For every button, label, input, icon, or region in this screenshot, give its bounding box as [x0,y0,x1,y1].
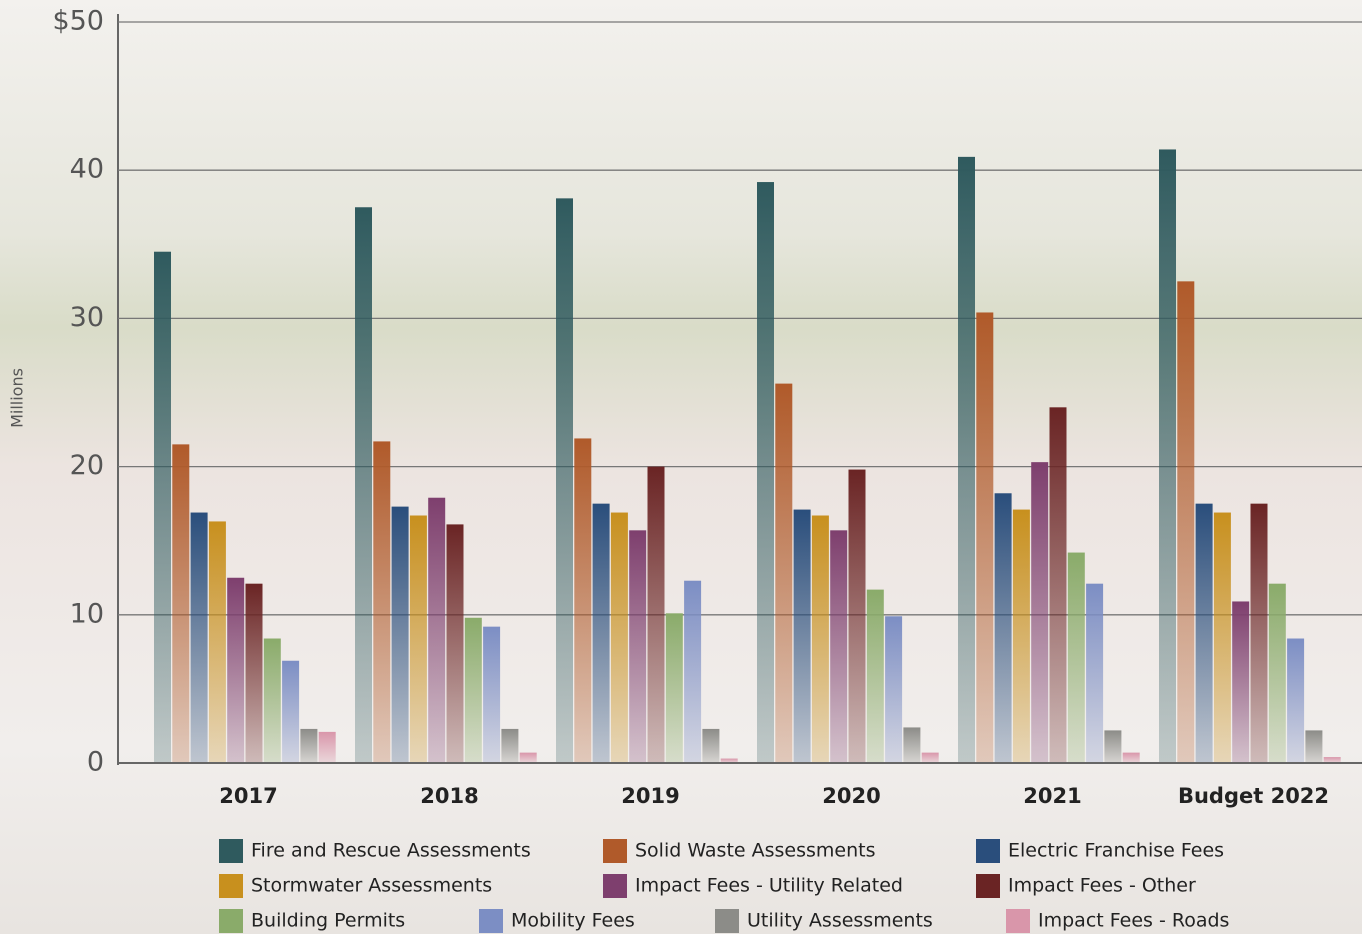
bar [355,207,372,763]
legend-swatch [219,909,243,933]
y-tick-label: 20 [70,450,104,481]
bar [1104,730,1122,763]
x-tick-label: 2021 [1023,784,1081,808]
bar [720,758,738,763]
bar [775,383,793,763]
bar [1049,407,1067,763]
bar [574,438,592,763]
bar [921,752,939,763]
y-tick-label: 40 [70,154,104,185]
x-tick-label: 2019 [621,784,679,808]
bar [866,589,884,763]
bar [318,731,336,763]
legend-label: Electric Franchise Fees [1008,840,1224,862]
legend-swatch [1006,909,1030,933]
bar [1031,462,1049,763]
bar [1323,757,1341,763]
bar [757,182,774,763]
x-tick-label: Budget 2022 [1178,784,1329,808]
legend-swatch [976,839,1000,863]
legend-swatch [603,839,627,863]
bar [172,444,190,763]
y-tick-label: $50 [52,6,104,37]
y-tick-label: 10 [70,598,104,629]
bar [958,156,975,763]
bar [1122,752,1140,763]
legend-label: Building Permits [251,910,405,932]
bar [1012,509,1030,763]
bar [610,512,628,763]
legend-label: Impact Fees - Utility Related [635,875,903,897]
bar [190,512,208,763]
bar [702,728,720,763]
legend-swatch [715,909,739,933]
legend-swatch [219,874,243,898]
bar [300,728,318,763]
bar [1086,583,1104,763]
bar [1195,503,1213,763]
bar [409,515,427,763]
bar [830,530,848,763]
legend-label: Mobility Fees [511,910,635,932]
bar [1213,512,1231,763]
bar [629,530,647,763]
bar [994,493,1012,763]
legend-label: Stormwater Assessments [251,875,492,897]
y-axis-label: Millions [8,368,27,428]
bar [154,251,171,763]
bar [1268,583,1286,763]
legend-swatch [976,874,1000,898]
bar [1159,149,1176,763]
bar [665,613,683,763]
bar [1232,601,1250,763]
bar [903,727,921,763]
bar [501,728,519,763]
bar [684,580,702,763]
legend-label: Utility Assessments [747,910,933,932]
x-tick-label: 2017 [219,784,277,808]
bar [1067,552,1085,763]
bar [282,660,300,763]
bar [1177,281,1195,763]
bar [373,441,391,763]
y-tick-label: 0 [87,747,104,778]
bar [446,524,464,763]
bar [556,198,573,763]
bar [976,312,994,763]
bar [592,503,610,763]
bar [793,509,811,763]
bar [1287,638,1305,763]
legend-label: Impact Fees - Other [1008,875,1196,897]
legend-swatch [603,874,627,898]
bar [483,626,501,763]
bar [848,469,866,763]
bar [1250,503,1268,763]
legend-label: Solid Waste Assessments [635,840,876,862]
bar [227,577,245,763]
bar [391,506,409,763]
bar [263,638,281,763]
bar [464,617,482,763]
legend-label: Fire and Rescue Assessments [251,840,531,862]
bar [519,752,537,763]
bar [245,583,263,763]
x-tick-label: 2020 [822,784,880,808]
bar [428,497,446,763]
legend-label: Impact Fees - Roads [1038,910,1229,932]
bar [1305,730,1323,763]
bar [885,616,903,763]
bar [647,466,665,763]
y-tick-label: 30 [70,302,104,333]
bar [208,521,226,763]
bar [811,515,829,763]
legend-swatch [479,909,503,933]
x-tick-label: 2018 [420,784,478,808]
legend-swatch [219,839,243,863]
